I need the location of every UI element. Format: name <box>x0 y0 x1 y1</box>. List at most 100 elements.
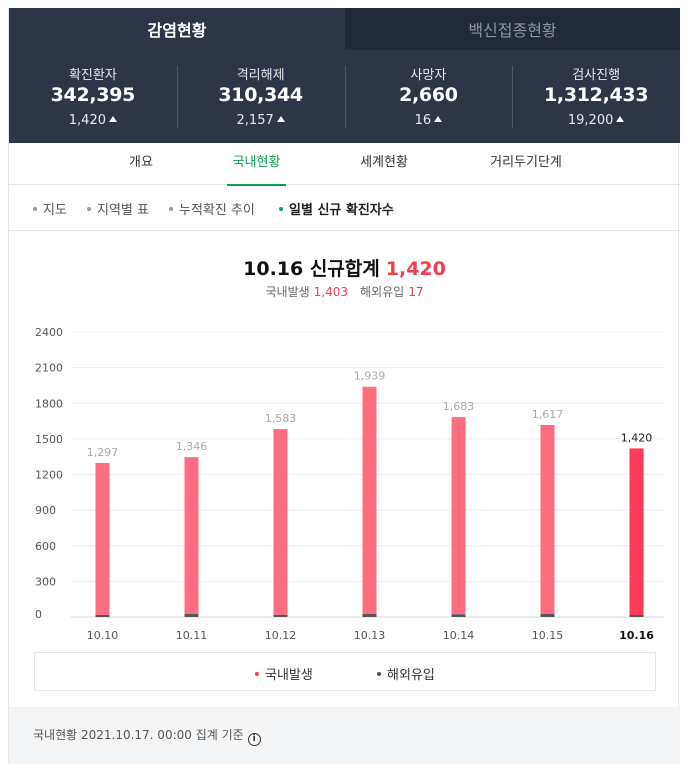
chart-breakdown: 국내발생 1,403 해외유입 17 <box>9 283 680 300</box>
stat-value: 1,312,433 <box>543 84 649 106</box>
filter-daily-new-cases[interactable]: 일별 신규 확진자수 <box>279 199 394 218</box>
y-tick-label: 1800 <box>35 397 63 410</box>
domestic-label: 국내발생 <box>265 285 310 299</box>
bar-overseas <box>362 613 377 617</box>
stat-label: 검사진행 <box>572 68 621 83</box>
x-tick-label: 10.16 <box>619 629 654 642</box>
up-triangle-icon <box>108 116 117 122</box>
bullet-icon <box>33 207 37 211</box>
bar-overseas <box>273 614 288 617</box>
stats-summary: 확진환자 342,395 1,420 격리해제 310,344 2,157 사망… <box>9 50 680 143</box>
up-triangle-icon <box>434 116 443 122</box>
x-tick-label: 10.10 <box>87 629 119 642</box>
legend-item-domestic[interactable]: 국내발생 <box>255 664 313 683</box>
footer-timestamp: 국내현황 2021.10.17. 00:00 집계 기준 <box>33 728 244 742</box>
bullet-icon <box>279 207 283 211</box>
bar-total-label: 1,939 <box>354 370 386 383</box>
chart-legend: 국내발생 해외유입 <box>34 652 656 691</box>
chart-title: 10.16 신규합계 1,420 <box>9 254 680 281</box>
legend-swatch <box>377 672 381 676</box>
stat-value: 342,395 <box>50 84 136 106</box>
filter-label: 누적확진 추이 <box>179 203 255 218</box>
legend-swatch <box>255 672 259 676</box>
tab-infection-status[interactable]: 감염현황 <box>9 8 345 50</box>
bar-total-label: 1,420 <box>621 431 653 444</box>
stat-value: 310,344 <box>218 84 303 106</box>
daily-cases-bar-chart: 0 300 600 900 1200 1500 1800 2100 2400 1,297 10.10… <box>35 326 664 642</box>
legend-label: 해외유입 <box>387 668 435 683</box>
filter-label: 지도 <box>43 203 67 218</box>
bar-overseas <box>184 614 199 617</box>
y-tick-label: 1500 <box>35 433 63 446</box>
up-triangle-icon <box>276 116 285 122</box>
legend-item-overseas[interactable]: 해외유입 <box>377 664 435 683</box>
stat-deaths: 사망자 2,660 16 <box>344 50 513 143</box>
bar-overseas <box>95 615 110 617</box>
bar-domestic <box>540 424 555 615</box>
x-tick-label: 10.14 <box>443 629 475 642</box>
footer-text: 국내현황 2021.10.17. 00:00 집계 기준 i <box>33 726 261 746</box>
bar-total-label: 1,683 <box>443 400 475 413</box>
tab-world[interactable]: 세계현황 <box>360 155 408 170</box>
tab-vaccination-status[interactable]: 백신접종현황 <box>345 8 680 50</box>
top-tab-bar: 감염현황 백신접종현황 <box>9 8 680 50</box>
stat-value: 2,660 <box>399 84 458 106</box>
bar-total-label: 1,346 <box>176 440 208 453</box>
stat-delta: 19,200 <box>512 113 680 128</box>
stat-delta: 1,420 <box>9 113 177 128</box>
stat-released: 격리해제 310,344 2,157 <box>176 50 345 143</box>
tab-domestic[interactable]: 국내현황 <box>227 143 286 186</box>
stat-delta-value: 1,420 <box>68 113 106 128</box>
stat-delta-value: 19,200 <box>567 113 614 128</box>
bar-domestic <box>629 448 644 615</box>
y-tick-label: 300 <box>35 575 56 588</box>
y-tick-label: 2100 <box>35 362 63 375</box>
domestic-value: 1,403 <box>313 285 349 299</box>
up-triangle-icon <box>616 116 625 122</box>
covid-status-widget: 감염현황 백신접종현황 확진환자 342,395 1,420 격리해제 310,… <box>8 8 680 764</box>
x-tick-label: 10.11 <box>176 629 208 642</box>
filter-label: 지역별 표 <box>97 203 149 218</box>
filter-cumulative-trend[interactable]: 누적확진 추이 <box>169 199 255 218</box>
y-tick-label: 900 <box>35 504 56 517</box>
y-tick-label: 600 <box>35 540 56 553</box>
tab-distancing-level[interactable]: 거리두기단계 <box>490 155 562 170</box>
y-tick-label: 1200 <box>35 469 63 482</box>
bar-overseas <box>451 614 466 617</box>
stat-delta-value: 16 <box>414 113 432 128</box>
stat-label: 격리해제 <box>236 68 285 83</box>
x-tick-label: 10.15 <box>532 629 564 642</box>
x-tick-label: 10.12 <box>265 629 297 642</box>
stat-delta: 2,157 <box>177 113 345 128</box>
x-tick-label: 10.13 <box>354 629 386 642</box>
chart-title-date: 10.16 신규합계 <box>243 258 380 280</box>
stat-delta-value: 2,157 <box>236 113 274 128</box>
filter-region-table[interactable]: 지역별 표 <box>87 199 149 218</box>
legend-label: 국내발생 <box>265 668 313 683</box>
bar-total-label: 1,297 <box>87 446 119 459</box>
y-tick-label: 0 <box>35 608 42 621</box>
overseas-label: 해외유입 <box>360 285 405 299</box>
bar-domestic <box>273 429 288 615</box>
bar-domestic <box>184 457 199 615</box>
footer-note: 국내현황 2021.10.17. 00:00 집계 기준 i <box>9 707 680 764</box>
info-circle-icon[interactable]: i <box>247 733 261 746</box>
stat-testing: 검사진행 1,312,433 19,200 <box>512 50 680 143</box>
bar-total-label: 1,583 <box>265 412 297 425</box>
stat-delta: 16 <box>345 113 513 128</box>
overseas-value: 17 <box>408 285 424 299</box>
bullet-icon <box>169 207 173 211</box>
bar-domestic <box>95 462 110 615</box>
stat-label: 확진환자 <box>68 68 117 83</box>
y-tick-label: 2400 <box>35 326 63 339</box>
sub-tab-bar: 개요 국내현황 세계현황 거리두기단계 <box>9 143 680 186</box>
stat-confirmed: 확진환자 342,395 1,420 <box>9 50 177 143</box>
filter-map[interactable]: 지도 <box>33 199 67 218</box>
stat-label: 사망자 <box>410 68 447 83</box>
bar-overseas <box>629 614 644 617</box>
tab-overview[interactable]: 개요 <box>129 155 153 170</box>
bar-total-label: 1,617 <box>532 408 564 421</box>
bar-domestic <box>451 417 466 615</box>
bar-overseas <box>540 614 555 617</box>
filter-label: 일별 신규 확진자수 <box>289 203 394 218</box>
